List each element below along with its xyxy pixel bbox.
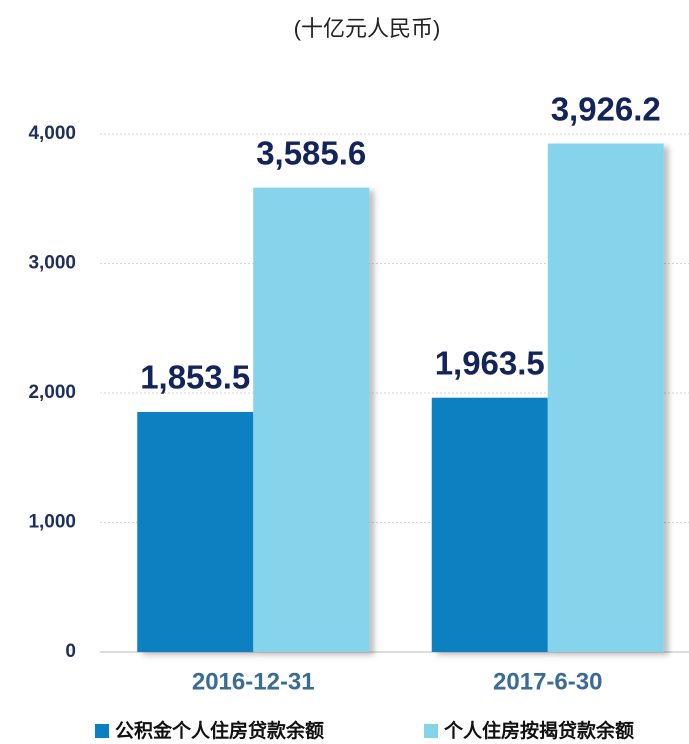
chart-title: (十亿元人民币) <box>294 16 441 41</box>
legend-swatch <box>95 724 109 738</box>
value-label: 1,853.5 <box>140 359 250 396</box>
value-label: 1,963.5 <box>435 344 545 381</box>
bar <box>547 143 664 652</box>
x-tick-label: 2017-6-30 <box>493 668 602 695</box>
y-tick-label: 0 <box>65 641 76 662</box>
y-tick-label: 2,000 <box>28 382 76 403</box>
value-label: 3,926.2 <box>551 90 661 127</box>
y-tick-label: 4,000 <box>28 123 76 144</box>
value-label: 3,585.6 <box>256 134 366 171</box>
legend-swatch <box>424 724 438 738</box>
bar <box>253 187 370 652</box>
y-tick-label: 3,000 <box>28 253 76 274</box>
y-tick-label: 1,000 <box>28 512 76 533</box>
x-tick-label: 2016-12-31 <box>192 668 315 695</box>
bar <box>431 397 548 652</box>
bar <box>137 411 254 652</box>
legend-label: 公积金个人住房贷款余额 <box>115 719 324 742</box>
legend-label: 个人住房按揭贷款余额 <box>443 719 634 742</box>
